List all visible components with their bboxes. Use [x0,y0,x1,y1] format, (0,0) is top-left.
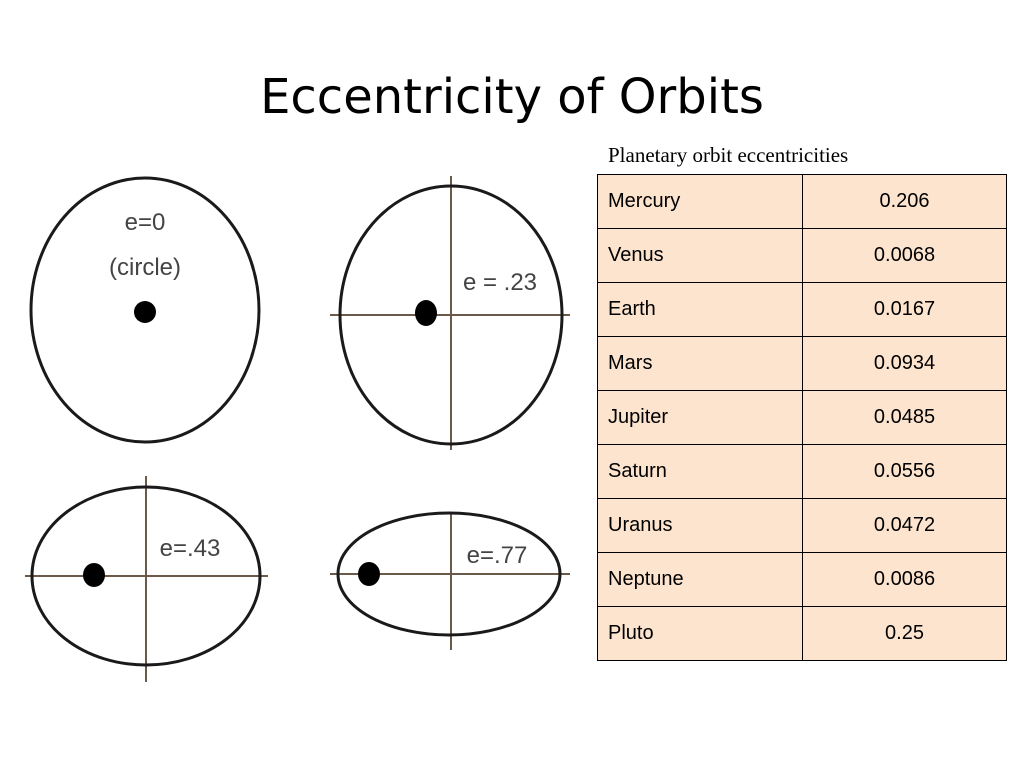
orbit-label: (circle) [109,254,181,281]
table-row: Saturn 0.0556 [597,444,1007,499]
table-caption: Planetary orbit eccentricities [608,143,849,167]
eccentricity-value: 0.0086 [802,552,1007,607]
focus-dot [134,301,156,323]
eccentricity-value: 0.0934 [802,336,1007,391]
table-row: Neptune 0.0086 [597,552,1007,607]
focus-dot [83,563,105,587]
focus-dot [358,562,380,586]
focus-dot [415,300,437,326]
table-row: Mercury 0.206 [597,174,1007,229]
eccentricity-value: 0.0485 [802,390,1007,445]
orbit-label: e=.43 [160,535,221,562]
orbit-e077: e=.77 [330,511,570,650]
page-title: Eccentricity of Orbits [260,69,764,125]
orbit-ellipse [29,176,261,444]
orbit-ellipse [336,511,562,637]
table-row: Uranus 0.0472 [597,498,1007,553]
planet-name: Pluto [597,606,803,661]
table-row: Mars 0.0934 [597,336,1007,391]
orbit-circle: e=0 (circle) [29,176,261,444]
eccentricity-value: 0.0068 [802,228,1007,283]
planet-name: Mercury [597,174,803,229]
planet-name: Jupiter [597,390,803,445]
eccentricity-value: 0.206 [802,174,1007,229]
eccentricity-value: 0.0472 [802,498,1007,553]
orbit-ellipse [338,184,564,446]
table-row: Venus 0.0068 [597,228,1007,283]
table-row: Jupiter 0.0485 [597,390,1007,445]
eccentricity-value: 0.0167 [802,282,1007,337]
planet-name: Venus [597,228,803,283]
orbit-label: e=0 [125,209,166,236]
orbit-label: e = .23 [463,269,537,296]
table-row: Pluto 0.25 [597,606,1007,661]
orbit-ellipse [30,485,262,667]
eccentricity-value: 0.25 [802,606,1007,661]
orbit-label: e=.77 [467,542,528,569]
eccentricity-table: Mercury 0.206 Venus 0.0068 Earth 0.0167 … [597,174,1007,661]
planet-name: Neptune [597,552,803,607]
planet-name: Mars [597,336,803,391]
orbit-e023: e = .23 [330,176,570,450]
eccentricity-value: 0.0556 [802,444,1007,499]
planet-name: Earth [597,282,803,337]
orbit-e043: e=.43 [25,476,268,682]
planet-name: Uranus [597,498,803,553]
planet-name: Saturn [597,444,803,499]
table-row: Earth 0.0167 [597,282,1007,337]
